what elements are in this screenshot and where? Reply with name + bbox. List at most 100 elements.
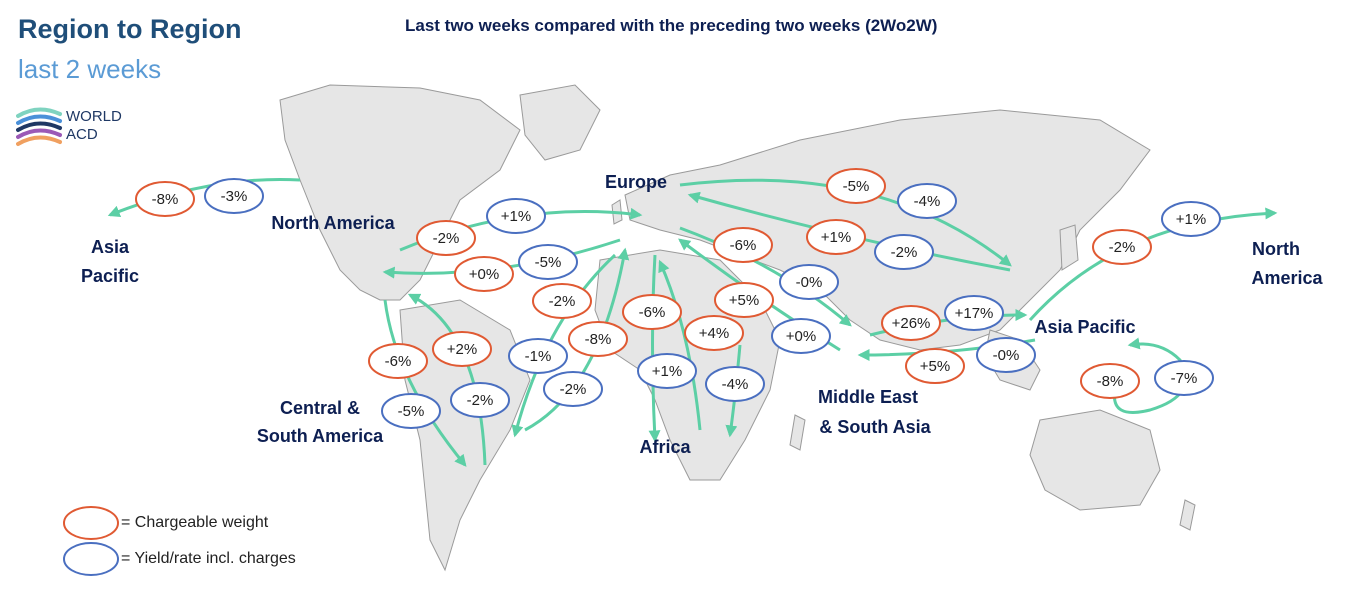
badge-weight: +5% [905,348,965,384]
badge-value: +1% [1176,211,1206,228]
badge-weight: -2% [532,283,592,319]
page-subtitle: last 2 weeks [18,54,162,84]
badge-value: -4% [722,376,749,393]
page-title: Region to Region [18,14,242,44]
south-america-land [399,299,531,572]
world-acd-logo [16,107,62,146]
badge-weight: -6% [622,294,682,330]
badge-ellipse [881,305,941,341]
badge-ellipse [806,219,866,255]
chart-header: Last two weeks compared with the precedi… [405,16,938,35]
badge-value: -2% [1109,239,1136,256]
badge-ellipse [905,348,965,384]
badge-value: -8% [585,331,612,348]
badge-weight: +0% [454,256,514,292]
badge-value: +1% [652,363,682,380]
badge-value: +2% [447,341,477,358]
label-csa-2: South America [257,426,384,446]
badge-weight: -8% [135,181,195,217]
logo-text: WORLD ACD [66,108,122,144]
badge-ellipse [826,168,886,204]
north-america-land [279,84,521,301]
badge-weight: -5% [826,168,886,204]
greenland-land [519,84,601,161]
label-europe: Europe [605,172,667,192]
legend-weight-label: = Chargeable weight [121,514,269,531]
badge-yield: +1% [486,198,546,234]
label-middle-east-1: Middle East [818,387,918,407]
badge-value: -6% [639,304,666,321]
japan-land [1059,224,1079,271]
badge-layer: -8% -3% -2% +1% +0% -5% -5% -4% +1% -2% -6% -0% +5% +… [135,168,1221,429]
badge-value: +0% [469,266,499,283]
badge-value: +1% [821,229,851,246]
badge-ellipse [204,178,264,214]
badge-yield: +1% [1161,201,1221,237]
label-africa: Africa [639,437,691,457]
label-middle-east-2: & South Asia [819,417,931,437]
badge-yield: +17% [944,295,1004,331]
badge-ellipse [454,256,514,292]
badge-value: -6% [385,353,412,370]
badge-ellipse [713,227,773,263]
badge-value: +26% [892,315,931,332]
badge-value: -0% [993,347,1020,364]
badge-ellipse [1080,363,1140,399]
badge-yield: -5% [381,393,441,429]
badge-ellipse [622,294,682,330]
badge-yield: -2% [874,234,934,270]
badge-value: +1% [501,208,531,225]
legend-weight-ellipse [63,506,119,540]
badge-yield: -1% [508,338,568,374]
madagascar-land [789,414,806,451]
badge-ellipse [416,220,476,256]
badge-value: -8% [152,191,179,208]
label-csa-1: Central & [280,398,360,418]
badge-ellipse [779,264,839,300]
badge-weight: +1% [806,219,866,255]
label-north-america-left: North America [271,213,395,233]
label-asia-pacific-left-1: Asia [91,237,130,257]
new-zealand-land [1179,499,1196,531]
badge-yield: -3% [204,178,264,214]
badge-value: -5% [398,403,425,420]
arrow-eu-to-csa [511,253,617,438]
badge-yield: -2% [450,382,510,418]
badge-value: -5% [843,178,870,195]
badge-ellipse [508,338,568,374]
badge-value: -2% [549,293,576,310]
badge-value: -2% [560,381,587,398]
badge-weight: -6% [713,227,773,263]
arrow-eu-to-af [648,254,661,443]
badge-value: -2% [891,244,918,261]
badge-ellipse [135,181,195,217]
badge-ellipse [637,353,697,389]
label-asia-pacific-right: Asia Pacific [1034,317,1135,337]
badge-yield: -0% [779,264,839,300]
badge-yield: +0% [771,318,831,354]
badge-ellipse [432,331,492,367]
badge-ellipse [543,371,603,407]
badge-value: -0% [796,274,823,291]
badge-yield: -2% [543,371,603,407]
badge-ellipse [684,315,744,351]
australia-land [1029,409,1161,511]
badge-value: +5% [729,292,759,309]
legend-yield-ellipse [63,542,119,576]
badge-ellipse [381,393,441,429]
badge-value: -1% [525,348,552,365]
badge-ellipse [1161,201,1221,237]
badge-weight: +4% [684,315,744,351]
badge-weight: +26% [881,305,941,341]
arrow-csa-to-eu [524,247,630,432]
badge-value: -6% [730,237,757,254]
badge-ellipse [944,295,1004,331]
badge-value: -2% [433,230,460,247]
arrow-na-to-csa [383,299,467,467]
badge-value: -5% [535,254,562,271]
badge-ellipse [897,183,957,219]
badge-yield: -0% [976,337,1036,373]
logo-line2: ACD [66,126,98,143]
label-north-america-right-2: America [1251,268,1323,288]
